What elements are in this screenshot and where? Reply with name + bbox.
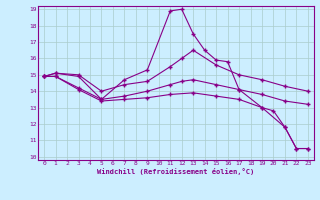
X-axis label: Windchill (Refroidissement éolien,°C): Windchill (Refroidissement éolien,°C): [97, 168, 255, 175]
